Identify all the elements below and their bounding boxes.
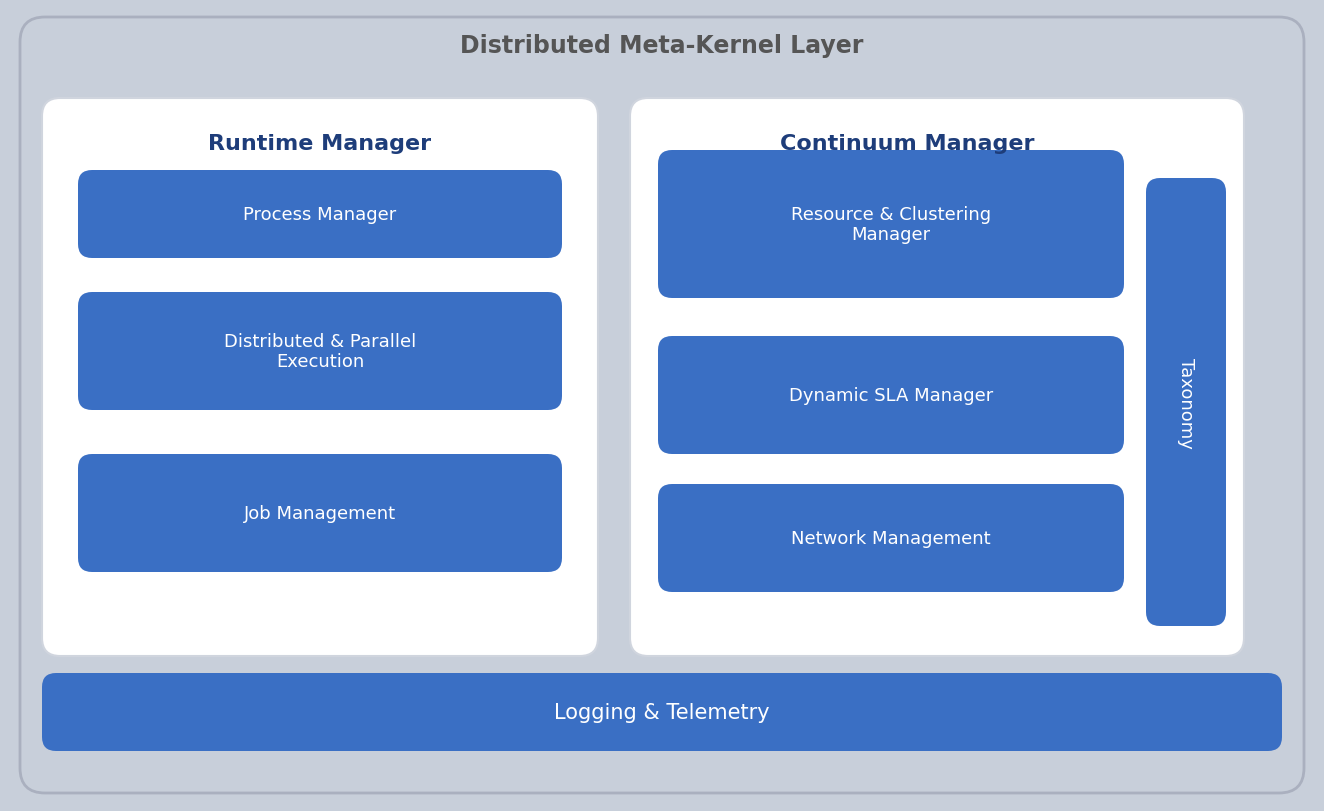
- Text: Distributed & Parallel
Execution: Distributed & Parallel Execution: [224, 333, 416, 371]
- FancyBboxPatch shape: [1147, 178, 1226, 626]
- Text: Process Manager: Process Manager: [244, 206, 397, 224]
- Text: Continuum Manager: Continuum Manager: [780, 134, 1034, 154]
- FancyBboxPatch shape: [42, 99, 598, 656]
- FancyBboxPatch shape: [78, 171, 561, 259]
- Text: Dynamic SLA Manager: Dynamic SLA Manager: [789, 387, 993, 405]
- FancyBboxPatch shape: [630, 99, 1245, 656]
- FancyBboxPatch shape: [658, 337, 1124, 454]
- Text: Job Management: Job Management: [244, 504, 396, 522]
- FancyBboxPatch shape: [20, 18, 1304, 793]
- Text: Logging & Telemetry: Logging & Telemetry: [555, 702, 769, 722]
- Text: Network Management: Network Management: [792, 530, 990, 547]
- Text: Runtime Manager: Runtime Manager: [208, 134, 432, 154]
- FancyBboxPatch shape: [658, 151, 1124, 298]
- Text: Taxonomy: Taxonomy: [1177, 357, 1196, 448]
- FancyBboxPatch shape: [78, 454, 561, 573]
- FancyBboxPatch shape: [658, 484, 1124, 592]
- Text: Resource & Clustering
Manager: Resource & Clustering Manager: [790, 205, 992, 244]
- Text: Distributed Meta-Kernel Layer: Distributed Meta-Kernel Layer: [461, 34, 863, 58]
- FancyBboxPatch shape: [78, 293, 561, 410]
- FancyBboxPatch shape: [42, 673, 1282, 751]
